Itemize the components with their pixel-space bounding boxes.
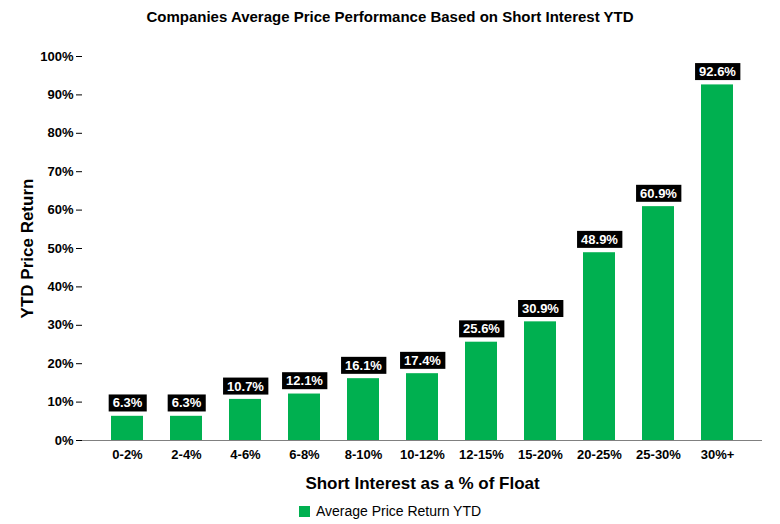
svg-text:30%: 30%: [47, 317, 73, 332]
svg-text:10%: 10%: [47, 394, 73, 409]
svg-text:6.3%: 6.3%: [172, 395, 202, 410]
svg-text:25.6%: 25.6%: [463, 321, 500, 336]
svg-text:20%: 20%: [47, 356, 73, 371]
svg-text:25-30%: 25-30%: [636, 447, 681, 462]
svg-text:30%+: 30%+: [701, 447, 735, 462]
svg-text:16.1%: 16.1%: [345, 358, 382, 373]
svg-text:60.9%: 60.9%: [640, 186, 677, 201]
svg-text:Short Interest as a % of Float: Short Interest as a % of Float: [305, 474, 540, 493]
svg-text:40%: 40%: [47, 279, 73, 294]
svg-text:90%: 90%: [47, 87, 73, 102]
svg-text:30.9%: 30.9%: [522, 301, 559, 316]
svg-text:92.6%: 92.6%: [699, 64, 736, 79]
svg-text:70%: 70%: [47, 164, 73, 179]
html-text:Average Price Return YTD: Average Price Return YTD: [315, 503, 482, 519]
svg-text:20-25%: 20-25%: [577, 447, 622, 462]
svg-text:60%: 60%: [47, 202, 73, 217]
svg-text:0-2%: 0-2%: [112, 447, 143, 462]
svg-text:YTD Price Return: YTD Price Return: [18, 179, 37, 319]
svg-text:0%: 0%: [55, 433, 74, 448]
svg-text:17.4%: 17.4%: [404, 353, 441, 368]
svg-text:50%: 50%: [47, 241, 73, 256]
svg-text:48.9%: 48.9%: [581, 232, 618, 247]
svg-text:10-12%: 10-12%: [400, 447, 445, 462]
svg-text:12-15%: 12-15%: [459, 447, 504, 462]
svg-text:80%: 80%: [47, 125, 73, 140]
svg-text:10.7%: 10.7%: [227, 379, 264, 394]
svg-text:8-10%: 8-10%: [345, 447, 383, 462]
svg-text:6.3%: 6.3%: [113, 395, 143, 410]
svg-text:6-8%: 6-8%: [289, 447, 320, 462]
svg-text:2-4%: 2-4%: [171, 447, 202, 462]
svg-text:100%: 100%: [40, 49, 74, 64]
svg-text:4-6%: 4-6%: [230, 447, 261, 462]
svg-text:12.1%: 12.1%: [286, 373, 323, 388]
html-text:Companies Average Price Perfor: Companies Average Price Performance Base…: [146, 8, 634, 25]
svg-text:15-20%: 15-20%: [518, 447, 563, 462]
